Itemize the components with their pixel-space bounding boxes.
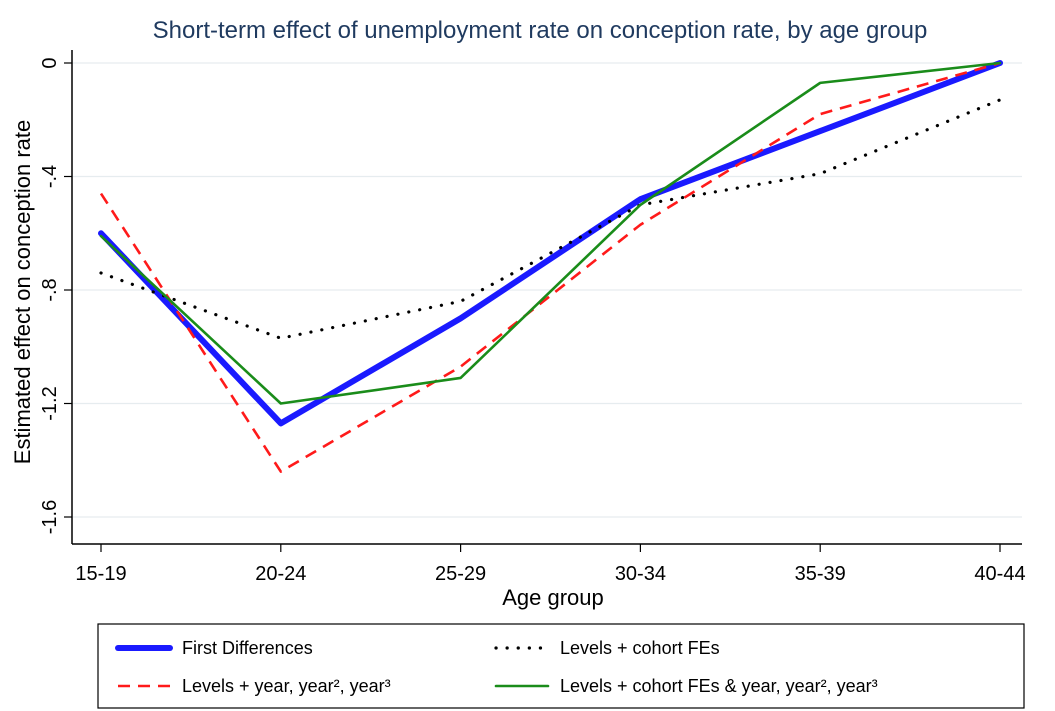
series-group [98, 60, 1003, 473]
chart-title: Short-term effect of unemployment rate o… [153, 17, 928, 44]
y-tick-label: 0 [39, 57, 61, 68]
y-tick-label: -1.6 [39, 500, 61, 534]
y-tick-label: -.4 [39, 165, 61, 188]
x-ticks: 15-19 20-24 25-29 30-34 35-39 40-44 [75, 544, 1026, 585]
series-line [99, 61, 1001, 473]
grid-lines [72, 62, 1022, 518]
series-line [98, 60, 1003, 427]
x-tick-label: 20-24 [255, 563, 306, 585]
x-tick-label: 25-29 [435, 563, 486, 585]
x-tick-label: 15-19 [75, 563, 126, 585]
legend: First Differences Levels + cohort FEs Leve… [97, 623, 1025, 709]
x-tick-label: 40-44 [974, 563, 1025, 585]
legend-label: First Differences [182, 638, 313, 658]
y-tick-label: -.8 [39, 278, 61, 301]
legend-label: Levels + year, year², year³ [182, 676, 391, 696]
x-tick-label: 35-39 [795, 563, 846, 585]
y-tick-label: -1.2 [39, 386, 61, 420]
series-line [99, 98, 1002, 340]
x-tick-label: 30-34 [615, 563, 666, 585]
y-axis-label: Estimated effect on conception rate [10, 120, 35, 464]
legend-box [97, 623, 1025, 709]
series-line [99, 61, 1002, 405]
legend-label: Levels + cohort FEs [560, 638, 720, 658]
legend-label: Levels + cohort FEs & year, year², year³ [560, 676, 878, 696]
x-axis-label: Age group [502, 585, 604, 610]
y-ticks: 0 -.4 -.8 -1.2 -1.6 [39, 57, 72, 534]
